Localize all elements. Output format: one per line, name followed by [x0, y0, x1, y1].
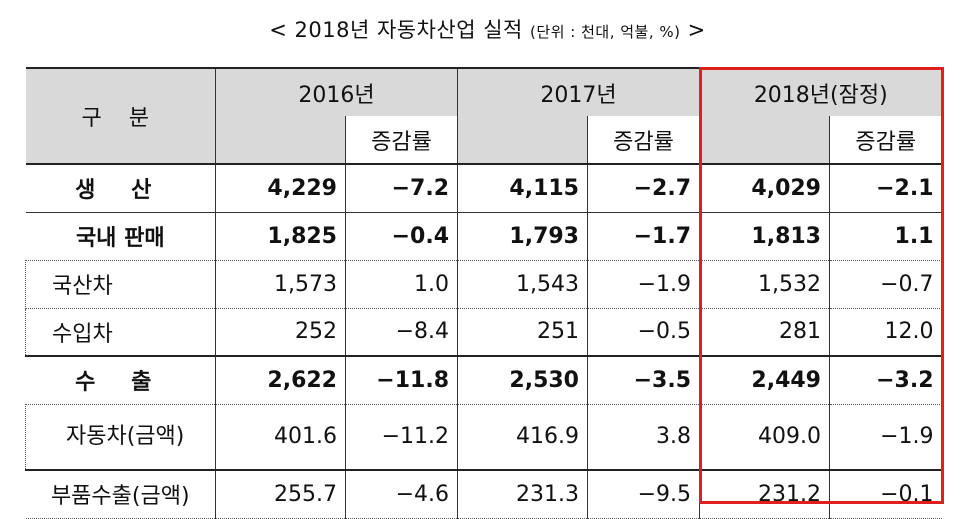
- cell-value: 231.2: [699, 470, 830, 518]
- cell-value: 1,813: [699, 212, 830, 260]
- table-row: 생 산 4,229 −7.2 4,115 −2.7 4,029 −2.1: [25, 164, 942, 212]
- cell-rate: −9.5: [587, 470, 700, 518]
- cell-rate: −0.7: [880, 271, 934, 297]
- header-2016: 2016년: [215, 68, 458, 116]
- table-row: 부품수출(금액) 255.7 −4.6 231.3 −9.5 231.2 −0.…: [25, 470, 942, 518]
- row-label: 국산차: [25, 260, 216, 308]
- header-2017-value: [457, 116, 588, 164]
- cell-rate: −3.2: [876, 367, 934, 393]
- table-row: 수 출 2,622 −11.8 2,530 −3.5 2,449 −3.2: [25, 356, 942, 404]
- table-row: 자동차(금액) 401.6 −11.2 416.9 3.8 409.0 −1.9: [25, 404, 942, 470]
- cell-value: 255.7: [215, 470, 346, 518]
- title-close: >: [687, 18, 706, 42]
- table-row: 수입차 252 −8.4 251 −0.5 281 12.0: [25, 308, 942, 356]
- table-title: < 2018년 자동차산업 실적 (단위 : 천대, 억불, %) >: [0, 14, 975, 44]
- cell-rate: −0.5: [587, 308, 700, 356]
- cell-rate: −7.2: [345, 164, 458, 212]
- table-row: 국내 판매 1,825 −0.4 1,793 −1.7 1,813 1.1: [25, 212, 942, 260]
- cell-value: 409.0: [699, 404, 830, 470]
- cell-value: 416.9: [457, 404, 588, 470]
- cell-value: 2,449: [699, 356, 830, 404]
- cell-rate: −0.1: [880, 481, 934, 507]
- header-2016-value: [215, 116, 346, 164]
- table-row: 국산차 1,573 1.0 1,543 −1.9 1,532 −0.7: [25, 260, 942, 308]
- cell-rate: −0.4: [345, 212, 458, 260]
- cell-value: 251: [457, 308, 588, 356]
- cell-value: 2,530: [457, 356, 588, 404]
- cell-rate: −2.7: [587, 164, 700, 212]
- cell-rate: −1.9: [880, 424, 934, 450]
- row-label: 수 출: [25, 356, 216, 404]
- cell-value: 1,793: [457, 212, 588, 260]
- row-label: 생 산: [25, 164, 216, 212]
- cell-rate: −1.7: [587, 212, 700, 260]
- cell-rate: −4.6: [345, 470, 458, 518]
- row-label: 자동차(금액): [25, 404, 216, 470]
- cell-value: 1,573: [215, 260, 346, 308]
- cell-rate: −1.9: [587, 260, 700, 308]
- cell-value: 1,543: [457, 260, 588, 308]
- cell-rate: −11.8: [345, 356, 458, 404]
- cell-rate: 12.0: [884, 319, 934, 345]
- auto-industry-table: 구 분 2016년 2017년 2018년(잠정) 증감률 증감률 증감률 생 …: [25, 67, 942, 519]
- header-2017-rate: 증감률: [587, 116, 700, 164]
- header-2018: 2018년(잠정): [699, 68, 942, 116]
- cell-rate: −3.5: [587, 356, 700, 404]
- header-2018-value: [699, 116, 830, 164]
- header-category: 구 분: [25, 68, 216, 165]
- header-2017: 2017년: [457, 68, 700, 116]
- cell-value: 401.6: [215, 404, 346, 470]
- cell-value: 4,029: [699, 164, 830, 212]
- row-label: 국내 판매: [25, 212, 216, 260]
- cell-rate: −8.4: [345, 308, 458, 356]
- cell-value: 252: [215, 308, 346, 356]
- header-2016-rate: 증감률: [345, 116, 458, 164]
- title-unit: (단위 : 천대, 억불, %): [530, 23, 681, 41]
- title-main: < 2018년 자동차산업 실적: [269, 18, 523, 42]
- cell-value: 2,622: [215, 356, 346, 404]
- cell-value: 231.3: [457, 470, 588, 518]
- row-label: 수입차: [25, 308, 216, 356]
- cell-value: 281: [699, 308, 830, 356]
- cell-value: 4,229: [215, 164, 346, 212]
- cell-rate: −2.1: [876, 175, 934, 201]
- row-label: 부품수출(금액): [25, 470, 216, 518]
- cell-rate: 1.0: [345, 260, 458, 308]
- cell-rate: −11.2: [345, 404, 458, 470]
- cell-value: 4,115: [457, 164, 588, 212]
- header-2018-rate: 증감률: [829, 116, 942, 164]
- cell-value: 1,532: [699, 260, 830, 308]
- cell-value: 1,825: [215, 212, 346, 260]
- cell-rate: 3.8: [587, 404, 700, 470]
- cell-rate: 1.1: [894, 223, 934, 249]
